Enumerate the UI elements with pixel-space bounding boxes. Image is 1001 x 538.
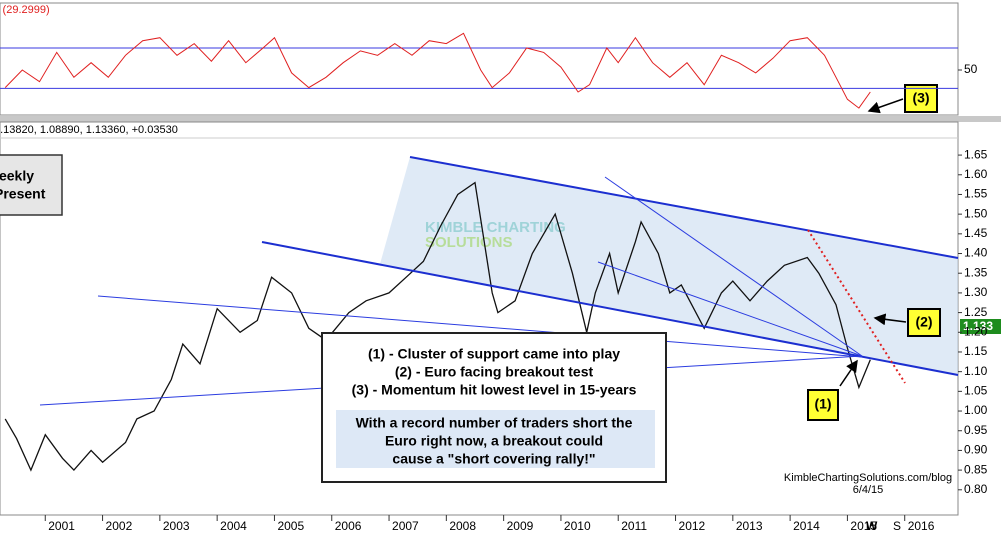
y-tick-label: 1.25	[964, 305, 988, 319]
x-tick-label: 2003	[163, 519, 190, 533]
rsi-line	[4, 32, 871, 109]
x-axis-mark: S	[893, 519, 901, 533]
y-tick-label: 1.35	[964, 265, 988, 279]
watermark: SOLUTIONS	[425, 234, 513, 251]
y-tick-label: 1.55	[964, 187, 988, 201]
x-tick-label: 2004	[220, 519, 247, 533]
rsi-panel	[0, 2, 959, 116]
y-tick-label: 1.15	[964, 344, 988, 358]
channel-line	[261, 241, 959, 376]
x-tick-label: 2006	[335, 519, 362, 533]
callout: (2)	[915, 314, 932, 330]
x-tick-label: 2012	[679, 519, 706, 533]
y-tick-label: 1.45	[964, 226, 988, 240]
watermark: KIMBLE CHARTING	[425, 219, 566, 236]
x-tick-label: 2010	[564, 519, 591, 533]
y-tick-label: 0.80	[964, 482, 988, 496]
rsi-label: x (29.2999)	[0, 4, 50, 16]
y-tick-label: 1.10	[964, 364, 988, 378]
callout-box	[807, 389, 839, 421]
callout-arrow	[839, 359, 858, 387]
y-tick-label: 1.05	[964, 384, 988, 398]
x-tick-label: 2005	[277, 519, 304, 533]
annotation-text: (3) - Momentum hit lowest level in 15-ye…	[352, 382, 637, 398]
x-tick-label: 2001	[48, 519, 75, 533]
price-line	[4, 181, 871, 472]
y-tick-label: 1.30	[964, 285, 988, 299]
resistance-line	[807, 229, 906, 384]
annotation-text: (2) - Euro facing breakout test	[395, 364, 594, 380]
y-tick-label: 0.90	[964, 443, 988, 457]
note-text: cause a "short covering rally!"	[392, 451, 595, 467]
y-tick-label: 1.00	[964, 403, 988, 417]
y-tick-label: 1.50	[964, 206, 988, 220]
note-text: Euro right now, a breakout could	[385, 433, 603, 449]
channel-fill	[380, 157, 958, 375]
y-tick-label: 1.40	[964, 246, 988, 260]
trend-line	[97, 295, 863, 358]
x-tick-label: 2007	[392, 519, 419, 533]
x-tick-label: 2016	[908, 519, 935, 533]
callout-arrow	[873, 313, 907, 326]
callout: (3)	[912, 90, 929, 106]
x-tick-label: 2009	[507, 519, 534, 533]
panel-divider	[0, 116, 1001, 122]
title: Present	[0, 186, 46, 202]
callout-arrow	[867, 98, 904, 114]
y-tick-label: 0.95	[964, 423, 988, 437]
trend-line	[604, 176, 863, 357]
y-tick-label: 1.65	[964, 147, 988, 161]
x-tick-label: 2015	[850, 519, 877, 533]
last-price: 1.133	[963, 319, 993, 333]
y-tick-label: 0.85	[964, 462, 988, 476]
note-text: With a record number of traders short th…	[356, 415, 633, 431]
x-tick-label: 2013	[736, 519, 763, 533]
date: 6/4/15	[853, 484, 884, 496]
x-tick-label: 2002	[106, 519, 133, 533]
annotation-text: (1) - Cluster of support came into play	[368, 346, 620, 362]
callout-box	[904, 84, 938, 113]
note-box	[336, 410, 655, 468]
x-tick-label: 2011	[621, 519, 647, 533]
y-tick-label: 50	[964, 62, 978, 76]
trend-line	[597, 261, 863, 357]
x-tick-label: 2008	[449, 519, 476, 533]
title-box	[0, 154, 63, 216]
callout: (1)	[814, 396, 831, 412]
x-axis-mark: W	[866, 519, 878, 533]
last-price-tag	[960, 319, 1001, 334]
title: Weekly	[0, 168, 34, 184]
y-tick-label: 1.60	[964, 167, 988, 181]
credit: KimbleChartingSolutions.com/blog	[784, 472, 952, 484]
y-tick-label: 1.20	[964, 324, 988, 338]
callout-box	[907, 308, 941, 337]
channel-line	[409, 156, 959, 259]
price-header: 1.13820, 1.08890, 1.13360, +0.03530	[0, 124, 178, 136]
x-tick-label: 2014	[793, 519, 820, 533]
